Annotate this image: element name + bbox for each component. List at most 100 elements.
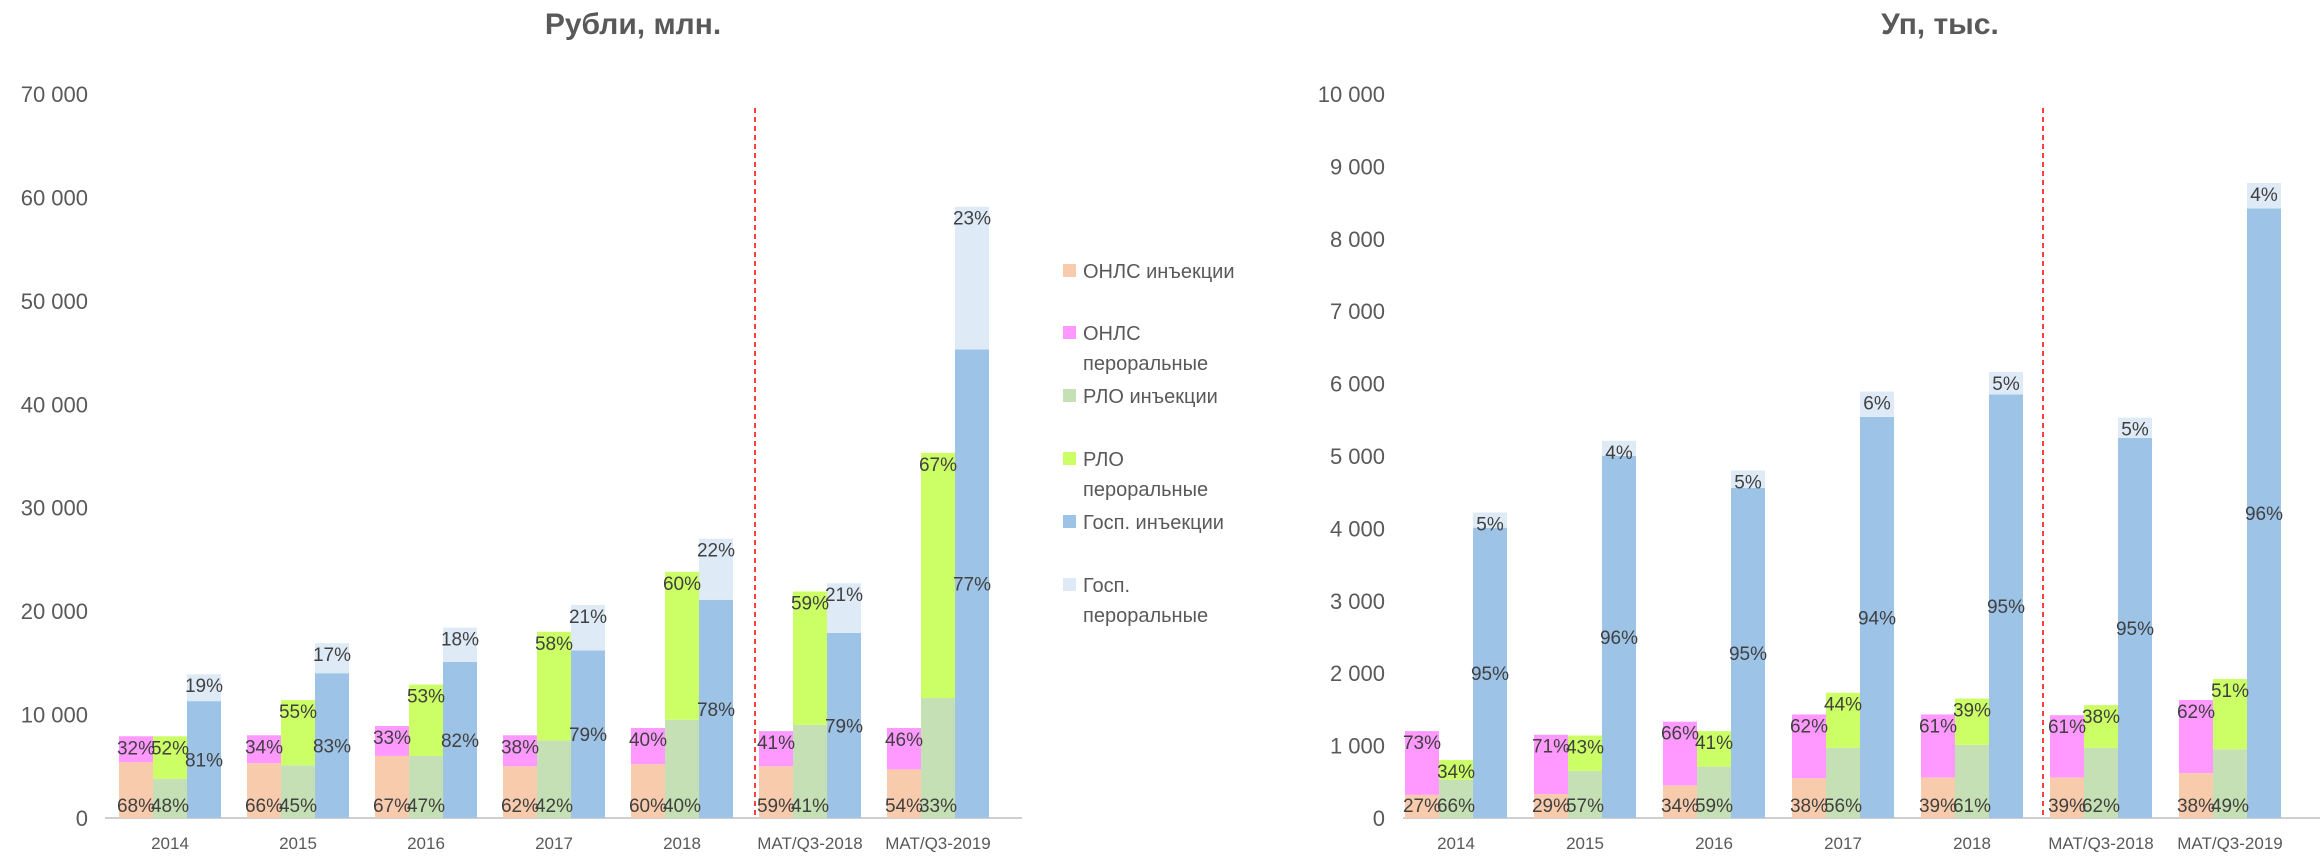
units-data-label: 57% xyxy=(1566,796,1604,817)
units-data-label: 38% xyxy=(1790,796,1828,817)
units-ytick-label: 2 000 xyxy=(1330,661,1385,686)
units-ytick-label: 1 000 xyxy=(1330,734,1385,759)
units-bar-gos_oral xyxy=(2118,417,2152,438)
units-bar-rlo_oral xyxy=(1439,760,1473,780)
legend-swatch-rlo_inj xyxy=(1063,389,1076,402)
rub-bar-onls_oral xyxy=(887,728,921,770)
units-data-label: 96% xyxy=(2245,504,2283,525)
units-bar-onls_inj xyxy=(1663,785,1697,818)
rub-category-label: 2018 xyxy=(663,834,701,853)
units-ytick-label: 5 000 xyxy=(1330,444,1385,469)
units-bar-rlo_inj xyxy=(2213,749,2247,818)
legend-label-onls_oral: ОНЛС xyxy=(1083,323,1141,345)
units-data-label: 62% xyxy=(2177,702,2215,723)
rub-data-label: 42% xyxy=(535,796,573,817)
units-bar-gos_inj xyxy=(1731,487,1765,818)
units-data-label: 41% xyxy=(1695,733,1733,754)
units-bar-rlo_inj xyxy=(1697,766,1731,818)
rub-data-label: 17% xyxy=(313,645,351,666)
rub-bar-onls_oral xyxy=(631,728,665,765)
legend-label-rlo_oral: РЛО xyxy=(1083,449,1124,471)
rub-data-label: 23% xyxy=(953,209,991,230)
rub-ytick-label: 0 xyxy=(76,806,88,831)
units-bar-onls_inj xyxy=(1921,777,1955,818)
units-bar-onls_oral xyxy=(1534,734,1568,795)
units-category-label: MAT/Q3-2018 xyxy=(2048,834,2154,853)
rub-data-label: 22% xyxy=(697,541,735,562)
units-category-label: 2017 xyxy=(1824,834,1862,853)
units-bar-onls_inj xyxy=(1792,778,1826,818)
legend-label-onls_oral: пероральные xyxy=(1083,353,1208,375)
rub-data-label: 21% xyxy=(569,607,607,628)
rub-bar-rlo_inj xyxy=(665,719,699,818)
rub-data-label: 41% xyxy=(791,796,829,817)
units-ytick-label: 9 000 xyxy=(1330,154,1385,179)
units-data-label: 71% xyxy=(1532,737,1570,758)
units-bar-onls_oral xyxy=(1663,721,1697,786)
rub-category-label: 2014 xyxy=(151,834,189,853)
units-data-label: 66% xyxy=(1661,724,1699,745)
rub-data-label: 33% xyxy=(919,796,957,817)
rub-bar-onls_inj xyxy=(503,766,537,818)
units-bar-rlo_inj xyxy=(1439,779,1473,818)
units-ytick-label: 7 000 xyxy=(1330,299,1385,324)
rub-data-label: 52% xyxy=(151,738,189,759)
rub-bar-gos_oral xyxy=(315,643,349,674)
units-ytick-label: 10 000 xyxy=(1318,82,1385,107)
units-data-label: 95% xyxy=(1729,644,1767,665)
units-bar-rlo_inj xyxy=(1568,770,1602,818)
units-bar-gos_inj xyxy=(2118,437,2152,818)
units-bar-gos_inj xyxy=(1989,394,2023,818)
units-category-label: MAT/Q3-2019 xyxy=(2177,834,2283,853)
rub-bar-gos_inj xyxy=(827,632,861,818)
units-ytick-label: 3 000 xyxy=(1330,589,1385,614)
units-data-label: 34% xyxy=(1437,762,1475,783)
rub-data-label: 19% xyxy=(185,676,223,697)
rub-data-label: 59% xyxy=(791,593,829,614)
legend-label-gos_oral: пероральные xyxy=(1083,605,1208,627)
rub-bar-rlo_inj xyxy=(921,698,955,818)
rub-data-label: 82% xyxy=(441,731,479,752)
rub-bar-rlo_oral xyxy=(409,684,443,756)
units-bar-gos_inj xyxy=(1860,416,1894,818)
units-bar-gos_oral xyxy=(1731,470,1765,488)
rub-bar-onls_inj xyxy=(759,766,793,818)
units-data-label: 5% xyxy=(1992,374,2020,395)
rub-bar-rlo_inj xyxy=(281,765,315,818)
rub-data-label: 77% xyxy=(953,575,991,596)
units-bar-onls_oral xyxy=(2179,699,2213,774)
units-data-label: 39% xyxy=(2048,796,2086,817)
rub-data-label: 34% xyxy=(245,737,283,758)
units-bar-onls_oral xyxy=(1921,714,1955,778)
legend-label-onls_inj: ОНЛС инъекции xyxy=(1083,261,1235,283)
rub-data-label: 33% xyxy=(373,728,411,749)
rub-data-label: 21% xyxy=(825,585,863,606)
rub-bar-gos_oral xyxy=(443,627,477,662)
rub-bar-rlo_oral xyxy=(665,571,699,720)
rub-data-label: 41% xyxy=(757,733,795,754)
rub-bar-rlo_inj xyxy=(793,724,827,818)
rub-data-label: 67% xyxy=(919,455,957,476)
rub-data-label: 55% xyxy=(279,702,317,723)
units-data-label: 5% xyxy=(1476,514,1504,535)
legend-label-gos_oral: Госп. xyxy=(1083,575,1130,597)
rub-data-label: 78% xyxy=(697,700,735,721)
rub-bar-gos_inj xyxy=(699,599,733,818)
rub-ytick-label: 20 000 xyxy=(21,599,88,624)
rub-chart: Рубли, млн. 0 10 000 20 000 30 000 40 000 50 … xyxy=(21,8,1022,853)
units-data-label: 95% xyxy=(1471,664,1509,685)
units-bar-onls_oral xyxy=(1405,731,1439,795)
units-data-label: 94% xyxy=(1858,608,1896,629)
units-bar-onls_inj xyxy=(1534,794,1568,818)
units-data-label: 4% xyxy=(2250,185,2278,206)
legend-swatch-gos_oral xyxy=(1063,578,1076,591)
units-bar-onls_oral xyxy=(1792,714,1826,779)
rub-data-label: 45% xyxy=(279,796,317,817)
rub-bar-gos_oral xyxy=(955,206,989,350)
units-bar-gos_inj xyxy=(1473,527,1507,818)
units-data-label: 6% xyxy=(1863,394,1891,415)
units-chart: Уп, тыс. 0 1 000 2 000 3 000 4 000 5 000 6 000… xyxy=(1318,8,2320,853)
rub-bar-onls_oral xyxy=(759,731,793,767)
units-bar-rlo_oral xyxy=(2213,678,2247,750)
rub-bar-rlo_inj xyxy=(153,778,187,818)
